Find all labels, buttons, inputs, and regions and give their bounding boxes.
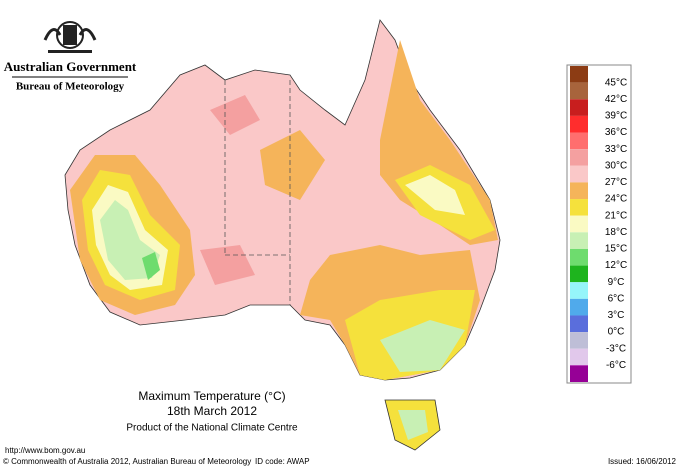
id-code: ID code: AWAP [255,457,310,466]
legend-label: 24°C [605,194,627,205]
url: http://www.bom.gov.au [5,446,85,455]
legend-label: 9°C [608,277,625,288]
copyright: © Commonwealth of Australia 2012, Austra… [3,457,251,466]
legend-label: 0°C [608,327,625,338]
legend-label: 6°C [608,293,625,304]
crest [43,21,97,53]
legend-label: 36°C [605,127,627,138]
legend-swatch [570,199,588,216]
agency: Australian Government [4,59,137,74]
bureau: Bureau of Meteorology [16,81,125,93]
legend-swatch [570,149,588,166]
legend-swatch [570,232,588,249]
legend-swatch [570,332,588,349]
map-date: 18th March 2012 [167,404,257,418]
legend-swatch [570,298,588,316]
legend-swatch [570,132,588,150]
legend-label: 39°C [605,111,627,122]
legend-label: 42°C [605,94,627,105]
legend-swatch [570,248,588,266]
issued: Issued: 16/06/2012 [608,457,677,466]
map-product: Product of the National Climate Centre [126,423,298,434]
legend-label: 30°C [605,160,627,171]
legend-label: 45°C [605,77,627,88]
legend-swatch [570,365,588,382]
legend-swatch [570,82,588,100]
legend-label: 27°C [605,177,627,188]
legend-swatch [570,348,588,366]
map-title: Maximum Temperature (°C) [138,389,285,403]
australia-map [64,19,501,451]
legend-swatch [570,165,588,183]
legend-swatch [570,282,588,299]
legend-swatch [570,66,588,83]
legend-label: 3°C [608,310,625,321]
legend-swatch [570,182,588,200]
legend-label: 33°C [605,144,627,155]
legend-label: 18°C [605,227,627,238]
legend-swatch [570,265,588,283]
legend-label: 15°C [605,244,627,255]
legend: 45°C 42°C 39°C 36°C 33°C 30°C 27°C 24°C 21°C 18°C… [566,64,632,384]
legend-label: 12°C [605,260,627,271]
legend-swatch [570,115,588,133]
legend-swatch [570,315,588,333]
legend-label: 21°C [605,210,627,221]
legend-swatch [570,99,588,116]
legend-label: -3°C [606,343,626,354]
legend-label: -6°C [606,360,626,371]
legend-swatch [570,215,588,233]
